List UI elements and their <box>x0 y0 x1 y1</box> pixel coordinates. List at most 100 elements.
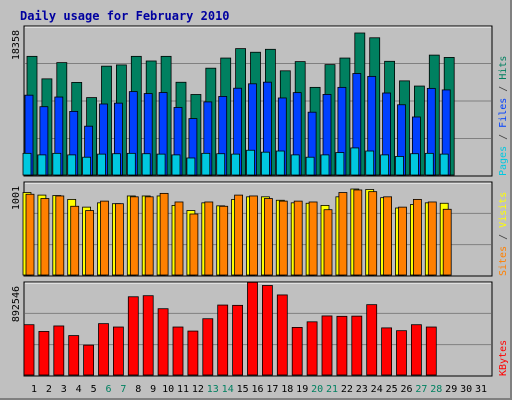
bar-kbytes-5 <box>83 344 94 376</box>
day-label-15: 15 <box>237 384 249 395</box>
bar-pages-17 <box>260 151 270 176</box>
bar-kbytes-23 <box>351 315 363 376</box>
bar-kbytes-15 <box>232 304 244 376</box>
bar-kbytes-16 <box>247 281 258 376</box>
bar-sites-20 <box>308 201 318 276</box>
bar-sites-13 <box>204 201 214 276</box>
bar-pages-5 <box>82 156 91 176</box>
bar-sites-8 <box>129 196 139 276</box>
bar-pages-20 <box>305 156 315 176</box>
day-label-5: 5 <box>91 384 97 395</box>
legend-label: Visits <box>498 192 509 228</box>
legend-label: Hits <box>498 56 509 80</box>
bar-kbytes-20 <box>306 321 318 376</box>
bar-kbytes-17 <box>261 285 273 376</box>
bar-sites-27 <box>412 198 422 276</box>
bar-sites-17 <box>263 198 273 276</box>
bar-sites-25 <box>383 196 393 276</box>
bar-kbytes-13 <box>202 318 214 376</box>
day-label-10: 10 <box>162 384 174 395</box>
bar-sites-4 <box>70 205 80 276</box>
day-label-18: 18 <box>281 384 293 395</box>
bar-kbytes-12 <box>187 330 199 376</box>
bar-pages-26 <box>395 156 404 176</box>
panel-hits-files-pages-ymax: 18358 <box>11 30 22 60</box>
day-label-31: 31 <box>475 384 487 395</box>
day-label-8: 8 <box>135 384 141 395</box>
legend-label: KBytes <box>498 340 509 376</box>
bar-pages-8 <box>126 152 136 176</box>
legend-label: / <box>498 128 509 146</box>
bar-kbytes-3 <box>53 325 65 376</box>
bar-sites-10 <box>159 192 169 276</box>
bar-sites-3 <box>55 195 65 276</box>
bar-kbytes-21 <box>321 315 333 376</box>
bar-pages-14 <box>216 153 226 176</box>
bar-sites-19 <box>293 200 303 276</box>
bar-kbytes-6 <box>98 323 109 376</box>
bar-kbytes-8 <box>127 296 139 376</box>
day-label-22: 22 <box>341 384 353 395</box>
bar-kbytes-1 <box>23 324 35 376</box>
bar-kbytes-25 <box>381 327 393 376</box>
bar-kbytes-14 <box>217 304 229 376</box>
bar-pages-11 <box>171 154 181 176</box>
day-label-17: 17 <box>266 384 278 395</box>
legend-label: / <box>498 80 509 98</box>
bar-sites-5 <box>85 210 94 276</box>
day-label-26: 26 <box>400 384 412 395</box>
day-label-11: 11 <box>177 384 189 395</box>
day-label-21: 21 <box>326 384 338 395</box>
bar-sites-12 <box>189 213 199 276</box>
bar-sites-21 <box>323 209 333 276</box>
day-label-12: 12 <box>192 384 204 395</box>
legend-label: Files <box>498 98 509 128</box>
day-label-13: 13 <box>207 384 219 395</box>
panel-hits-files-pages-legend: Pages / Files / Hits <box>498 56 509 176</box>
bar-sites-16 <box>249 195 258 276</box>
bar-pages-7 <box>112 153 121 176</box>
day-label-19: 19 <box>296 384 308 395</box>
day-label-2: 2 <box>46 384 52 395</box>
bar-sites-24 <box>368 191 378 276</box>
panel-kbytes-ymax: 892546 <box>11 286 22 322</box>
day-label-7: 7 <box>120 384 126 395</box>
day-label-23: 23 <box>356 384 368 395</box>
bar-pages-4 <box>67 154 77 176</box>
bar-pages-15 <box>231 153 241 176</box>
bar-pages-9 <box>141 153 151 176</box>
bar-sites-15 <box>234 194 244 276</box>
panel-visits-sites-ymax: 1001 <box>11 186 22 210</box>
legend-label: Pages <box>498 146 509 176</box>
bar-pages-1 <box>22 152 32 176</box>
day-label-20: 20 <box>311 384 323 395</box>
bar-sites-9 <box>144 196 154 276</box>
bar-pages-29 <box>439 153 449 176</box>
legend-label: / <box>498 228 509 246</box>
day-label-16: 16 <box>251 384 263 395</box>
bar-kbytes-7 <box>113 326 124 376</box>
panel-kbytes-legend: KBytes <box>498 340 509 376</box>
bar-sites-14 <box>219 205 229 276</box>
bar-sites-29 <box>442 208 452 276</box>
bar-pages-22 <box>335 152 345 176</box>
bar-sites-23 <box>353 189 363 276</box>
bar-pages-27 <box>409 153 419 176</box>
day-label-9: 9 <box>150 384 156 395</box>
bar-pages-16 <box>246 149 255 176</box>
bar-sites-6 <box>100 200 109 276</box>
bar-kbytes-11 <box>172 326 184 376</box>
bar-sites-7 <box>115 203 124 276</box>
bar-sites-28 <box>427 201 437 276</box>
bar-pages-25 <box>380 154 390 176</box>
chart-title: Daily usage for February 2010 <box>20 9 230 23</box>
day-label-1: 1 <box>31 384 37 395</box>
bar-pages-2 <box>37 154 47 176</box>
bar-kbytes-9 <box>142 295 154 376</box>
bar-kbytes-2 <box>38 331 50 376</box>
day-label-14: 14 <box>222 384 234 395</box>
bar-pages-24 <box>365 150 375 176</box>
bar-kbytes-24 <box>366 304 378 376</box>
day-label-28: 28 <box>430 384 442 395</box>
